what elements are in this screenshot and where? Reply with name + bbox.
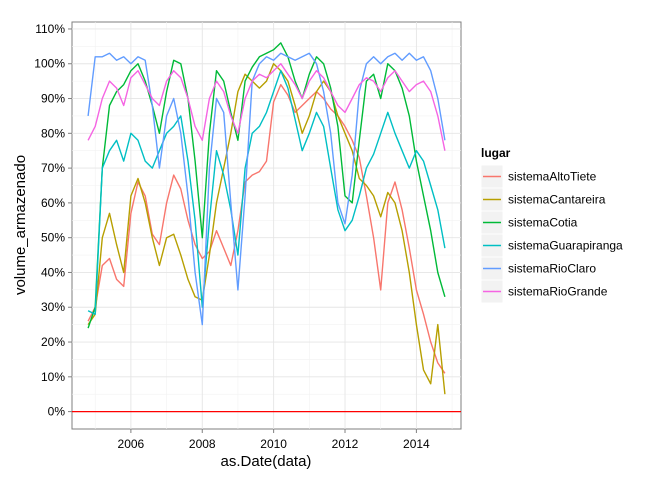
x-axis-title: as.Date(data) [221, 453, 312, 470]
series-lines [87, 42, 446, 395]
legend-label-sistemaGuarapiranga: sistemaGuarapiranga [508, 239, 623, 253]
series-line-sistemaAltoTiete [87, 83, 446, 374]
series-line-sistemaRioClaro [87, 52, 446, 326]
legend: lugar sistemaAltoTiete sistemaCantareira s… [480, 146, 623, 304]
y-tick-label: 60% [41, 196, 65, 210]
y-tick-label: 90% [41, 92, 65, 106]
x-tick-label: 2014 [403, 437, 430, 451]
legend-label-sistemaRioGrande: sistemaRioGrande [508, 285, 608, 299]
series-line-sistemaCantareira [87, 63, 446, 395]
y-tick-label: 20% [41, 335, 65, 349]
y-tick-label: 30% [41, 300, 65, 314]
x-tick-label: 2008 [189, 437, 216, 451]
y-tick-label: 100% [34, 57, 65, 71]
plot-panel [71, 21, 462, 430]
x-tick-label: 2010 [260, 437, 287, 451]
y-tick-label: 110% [35, 22, 65, 36]
series-line-sistemaGuarapiranga [87, 69, 446, 315]
legend-label-sistemaCantareira: sistemaCantareira [508, 193, 606, 207]
legend-label-sistemaAltoTiete: sistemaAltoTiete [508, 170, 597, 184]
y-axis-ticks: 0% 10% 20% 30% 40% 50% 60% 70% 80% 90% 100% 110% [34, 22, 72, 419]
y-axis-title: volume_armazenado [12, 155, 29, 295]
x-tick-label: 2006 [118, 437, 145, 451]
x-tick-label: 2012 [332, 437, 359, 451]
y-tick-label: 40% [41, 265, 65, 279]
y-tick-label: 80% [41, 126, 65, 140]
y-tick-label: 10% [41, 370, 65, 384]
x-axis-ticks: 2006 2008 2010 2012 2014 [118, 429, 430, 451]
legend-label-sistemaRioClaro: sistemaRioClaro [508, 262, 596, 276]
legend-title: lugar [481, 146, 511, 160]
legend-label-sistemaCotia: sistemaCotia [508, 216, 578, 230]
y-tick-label: 50% [41, 231, 65, 245]
y-tick-label: 0% [48, 405, 66, 419]
series-line-sistemaRioGrande [87, 63, 446, 151]
y-tick-label: 70% [41, 161, 65, 175]
